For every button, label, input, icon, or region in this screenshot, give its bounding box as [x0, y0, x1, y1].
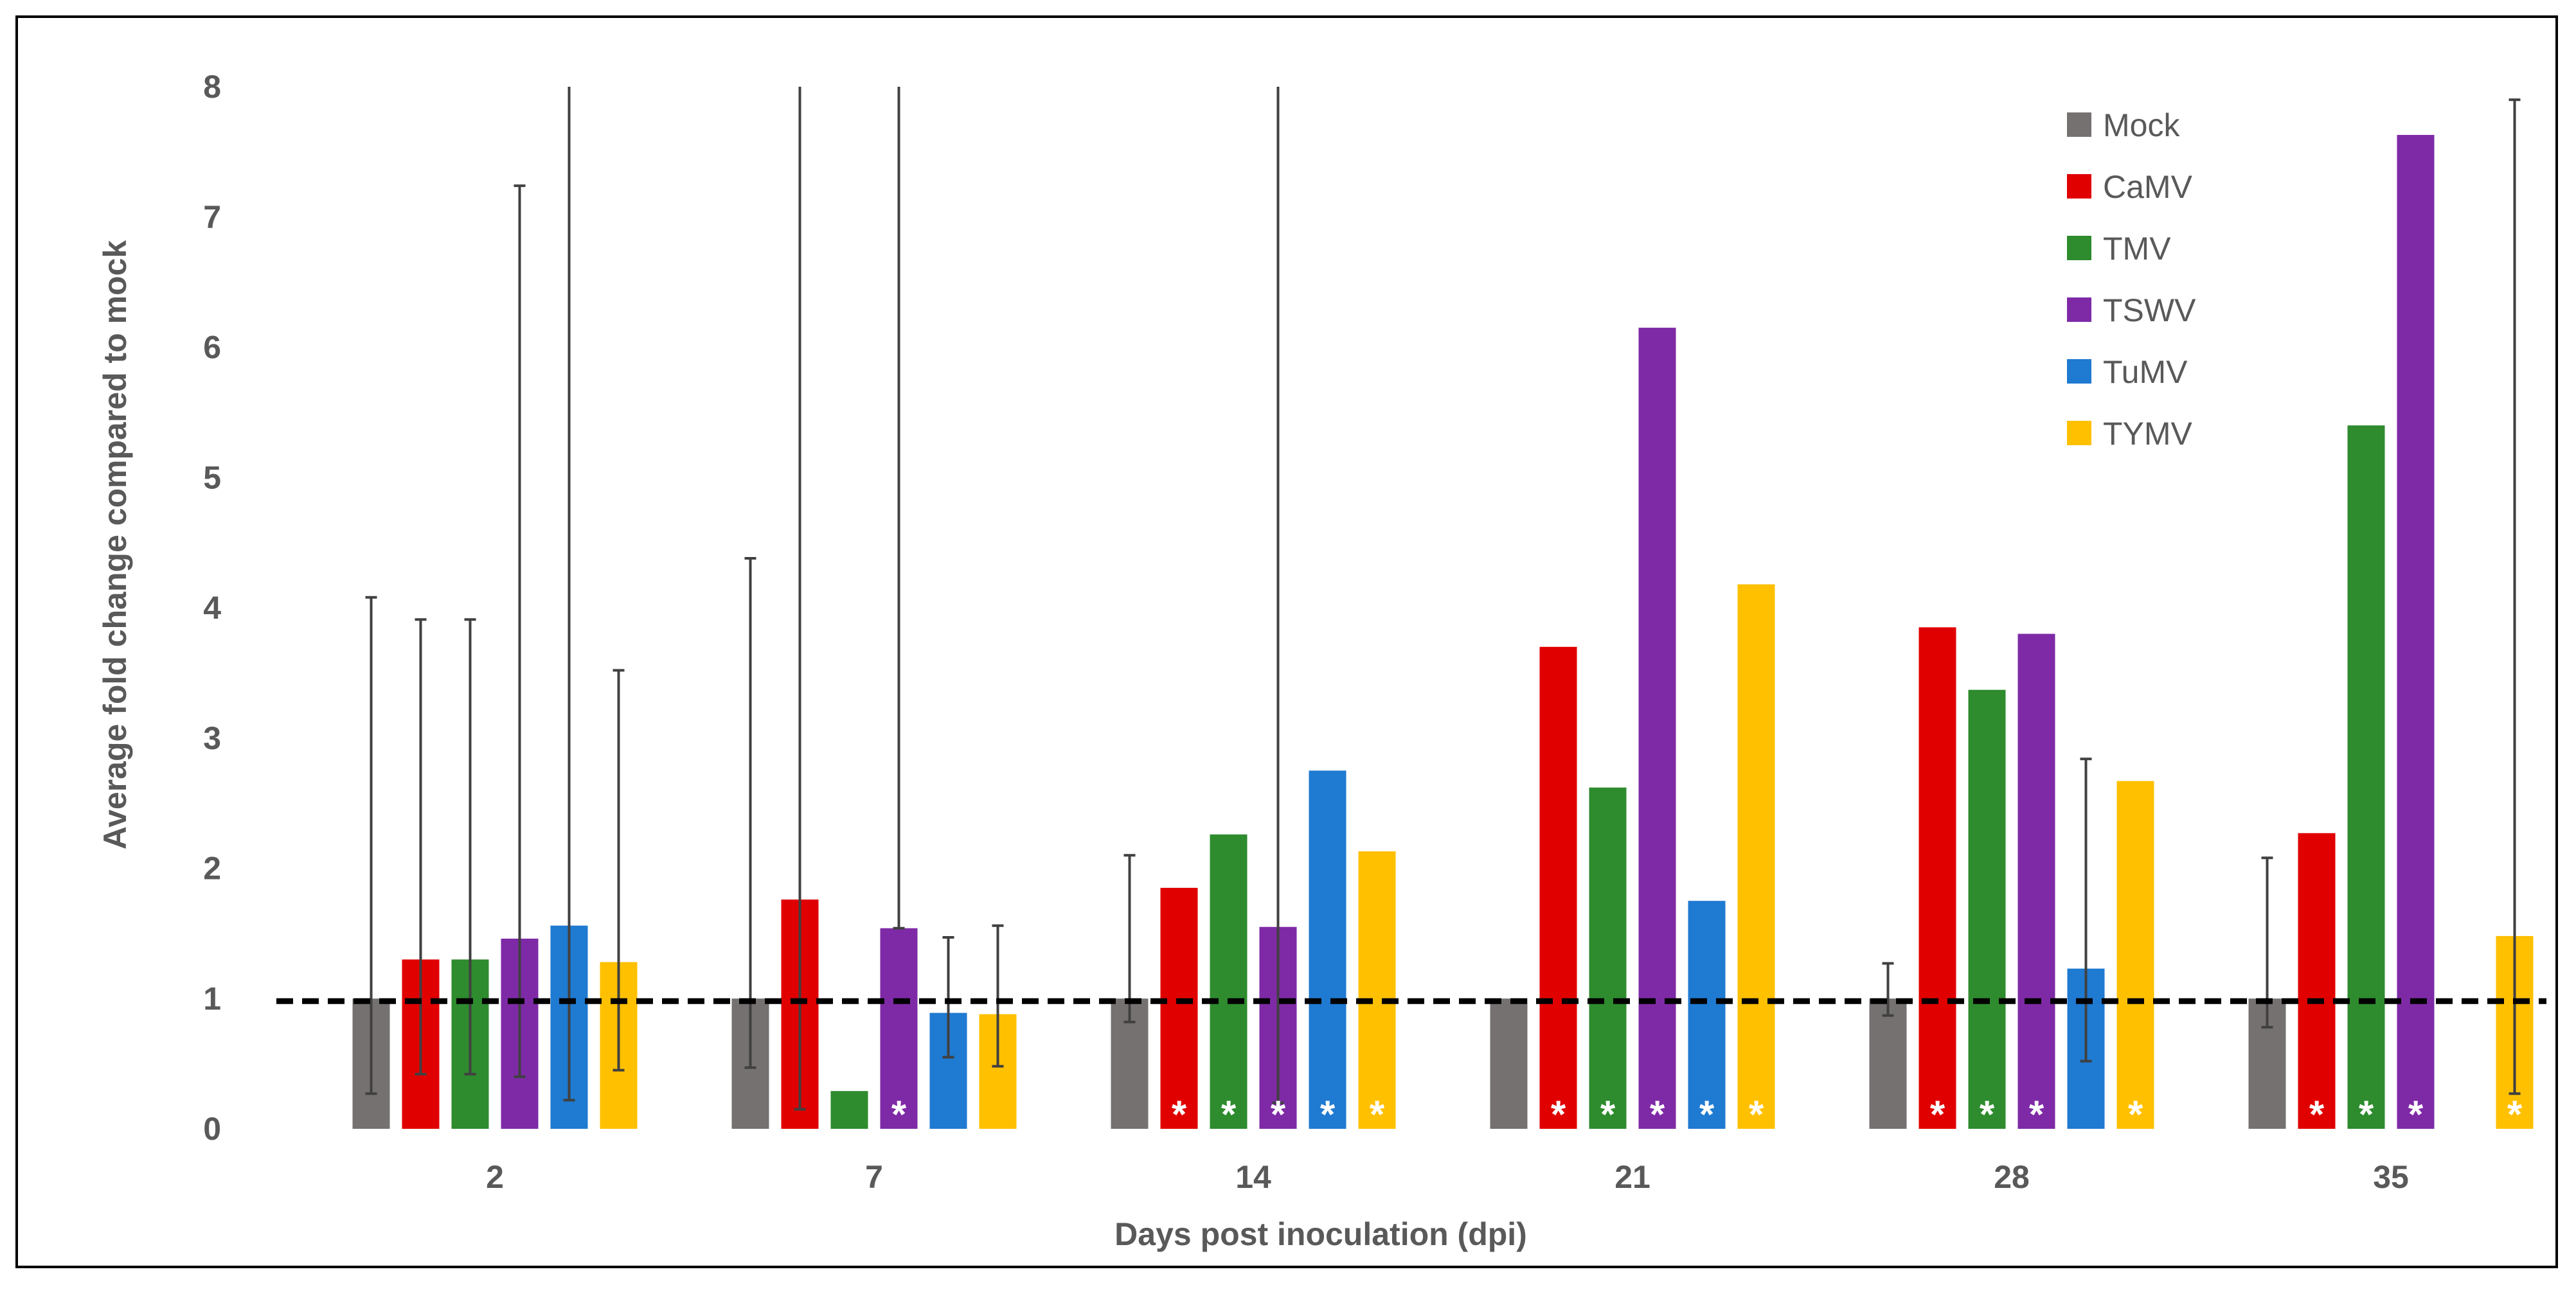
significance-star: * — [1980, 1093, 1995, 1136]
significance-star: * — [1551, 1093, 1566, 1136]
legend-swatch-tswv — [2067, 297, 2091, 322]
significance-star: * — [1370, 1093, 1385, 1136]
legend-label-camv: CaMV — [2103, 169, 2193, 205]
legend-label-tumv: TuMV — [2103, 354, 2188, 390]
bar-tmv-14 — [1210, 834, 1248, 1129]
significance-star: * — [891, 1093, 907, 1136]
y-tick-label: 0 — [203, 1111, 221, 1147]
x-tick-label: 2 — [486, 1159, 504, 1195]
significance-star: * — [2507, 1093, 2523, 1136]
legend-swatch-tmv — [2067, 236, 2091, 260]
legend: Mock CaMV TMV TSWV TuMV TYMV — [2067, 107, 2196, 452]
error-bars-layer — [365, 87, 2521, 1111]
bar-tswv-21 — [1638, 328, 1676, 1129]
significance-star: * — [2359, 1093, 2374, 1136]
significance-star: * — [1650, 1093, 1665, 1136]
bar-mock-28 — [1869, 998, 1907, 1129]
bar-tswv-35 — [2397, 135, 2435, 1129]
significance-star: * — [2408, 1093, 2424, 1136]
y-tick-label: 4 — [203, 590, 221, 626]
bar-tumv-14 — [1309, 770, 1346, 1129]
x-tick-label: 7 — [865, 1159, 883, 1195]
bar-camv-21 — [1539, 646, 1577, 1129]
bar-mock-21 — [1490, 998, 1528, 1129]
y-tick-label: 1 — [203, 980, 221, 1016]
bar-tmv-7 — [830, 1091, 868, 1129]
bar-tmv-35 — [2347, 425, 2385, 1129]
legend-label-tymv: TYMV — [2103, 416, 2193, 452]
significance-star: * — [1930, 1093, 1945, 1136]
x-tick-label: 28 — [1994, 1159, 2030, 1195]
significance-star: * — [2309, 1093, 2325, 1136]
y-tick-label: 8 — [203, 69, 221, 105]
significance-star: * — [2128, 1093, 2143, 1136]
bar-tymv-21 — [1737, 584, 1775, 1129]
legend-swatch-camv — [2067, 174, 2091, 199]
y-tick-label: 7 — [203, 199, 221, 235]
bar-tmv-28 — [1968, 689, 2006, 1129]
significance-star: * — [1221, 1093, 1237, 1136]
bar-tymv-14 — [1358, 851, 1396, 1129]
x-tick-label: 21 — [1614, 1159, 1650, 1195]
significance-star: * — [1749, 1093, 1764, 1136]
y-tick-label: 3 — [203, 720, 221, 756]
bars-layer — [352, 135, 2534, 1129]
x-axis-label: Days post inoculation (dpi) — [1114, 1216, 1527, 1252]
bar-tswv-7 — [880, 928, 918, 1129]
bar-tymv-28 — [2116, 781, 2154, 1129]
legend-swatch-mock — [2067, 112, 2091, 137]
significance-star: * — [1320, 1093, 1336, 1136]
significance-star: * — [1172, 1093, 1187, 1136]
y-tick-label: 6 — [203, 330, 221, 366]
x-tick-label: 35 — [2373, 1159, 2409, 1195]
bar-tswv-28 — [2017, 633, 2055, 1129]
legend-label-mock: Mock — [2103, 107, 2180, 143]
bar-camv-28 — [1919, 627, 1956, 1129]
legend-label-tswv: TSWV — [2103, 292, 2196, 328]
bar-camv-35 — [2298, 833, 2336, 1129]
x-axis-ticks: 2 7 14 21 28 35 — [486, 1159, 2409, 1195]
bar-tmv-21 — [1589, 787, 1627, 1129]
significance-star: * — [1699, 1093, 1715, 1136]
legend-label-tmv: TMV — [2103, 231, 2171, 267]
y-tick-label: 5 — [203, 459, 221, 495]
significance-markers-layer: * * * * * * * * * * * * * * * * * * * — [891, 1093, 2523, 1136]
y-axis-label: Average fold change compared to mock — [97, 240, 133, 850]
y-axis-ticks: 0 1 2 3 4 5 6 7 8 — [203, 69, 221, 1147]
legend-swatch-tumv — [2067, 359, 2091, 384]
significance-star: * — [1271, 1093, 1286, 1136]
x-tick-label: 14 — [1235, 1159, 1271, 1195]
significance-star: * — [2029, 1093, 2044, 1136]
y-tick-label: 2 — [203, 851, 221, 887]
bar-tumv-21 — [1688, 901, 1726, 1129]
bar-camv-14 — [1160, 887, 1198, 1129]
significance-star: * — [1600, 1093, 1616, 1136]
legend-swatch-tymv — [2067, 421, 2091, 445]
